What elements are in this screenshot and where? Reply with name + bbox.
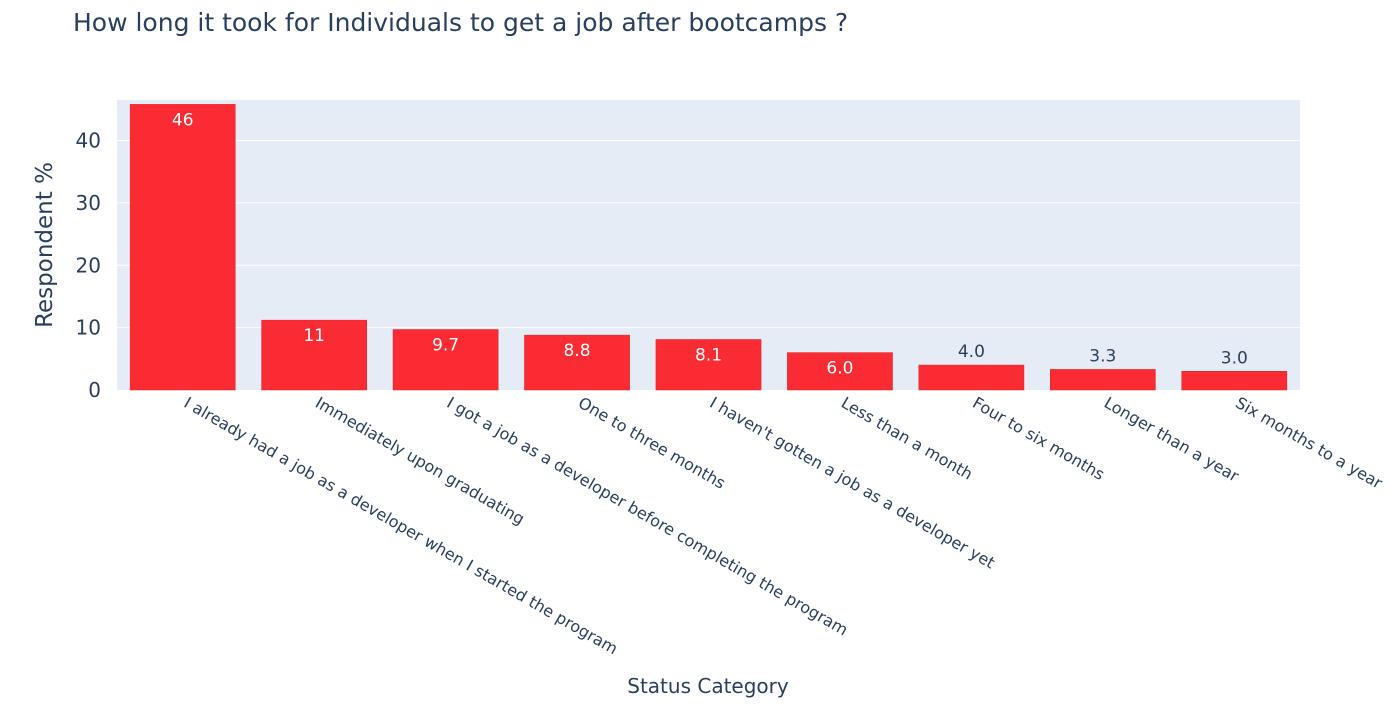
bar-value-label: 3.3 (1089, 346, 1116, 366)
bar-value-label: 8.8 (564, 341, 591, 361)
bar (787, 352, 893, 391)
bar-value-label: 46 (172, 110, 194, 130)
y-tick-label: 40 (76, 129, 101, 153)
x-tick-label: Less than a month (838, 393, 976, 484)
bar (1050, 369, 1156, 391)
bar-value-label: 9.7 (432, 336, 459, 356)
bar (524, 334, 630, 391)
x-tick-label: Four to six months (969, 393, 1108, 484)
bar-value-label: 4.0 (958, 342, 985, 362)
x-axis-ticks: I already had a job as a developer when … (181, 393, 1386, 658)
y-axis-title: Respondent % (32, 162, 58, 328)
y-tick-label: 30 (76, 191, 101, 215)
y-axis-ticks: 0 10 20 30 40 (76, 129, 101, 402)
y-tick-label: 10 (76, 316, 101, 340)
y-tick-label: 0 (88, 378, 101, 402)
x-axis-title: Status Category (627, 674, 789, 698)
bar (392, 329, 499, 391)
bar-value-label: 8.1 (695, 345, 722, 365)
bar (261, 319, 367, 391)
x-tick-label: Six months to a year (1232, 393, 1386, 493)
x-tick-label: Immediately upon graduating (312, 393, 528, 529)
chart-title: How long it took for Individuals to get … (73, 8, 849, 37)
x-tick-label: I haven't gotten a job as a developer ye… (707, 393, 999, 572)
x-tick-label: I already had a job as a developer when … (181, 393, 621, 658)
bar-value-label: 11 (303, 326, 325, 346)
bars: 46 11 9.7 8.8 8.1 6.0 4.0 3.3 3.0 (129, 104, 1288, 391)
bar-value-label: 3.0 (1221, 348, 1248, 368)
bar (1181, 371, 1288, 391)
bar (129, 104, 236, 391)
y-tick-label: 20 (76, 253, 101, 277)
bar-value-label: 6.0 (826, 359, 853, 379)
x-tick-label: Longer than a year (1101, 393, 1243, 486)
bar (918, 364, 1025, 391)
bar (655, 339, 762, 391)
